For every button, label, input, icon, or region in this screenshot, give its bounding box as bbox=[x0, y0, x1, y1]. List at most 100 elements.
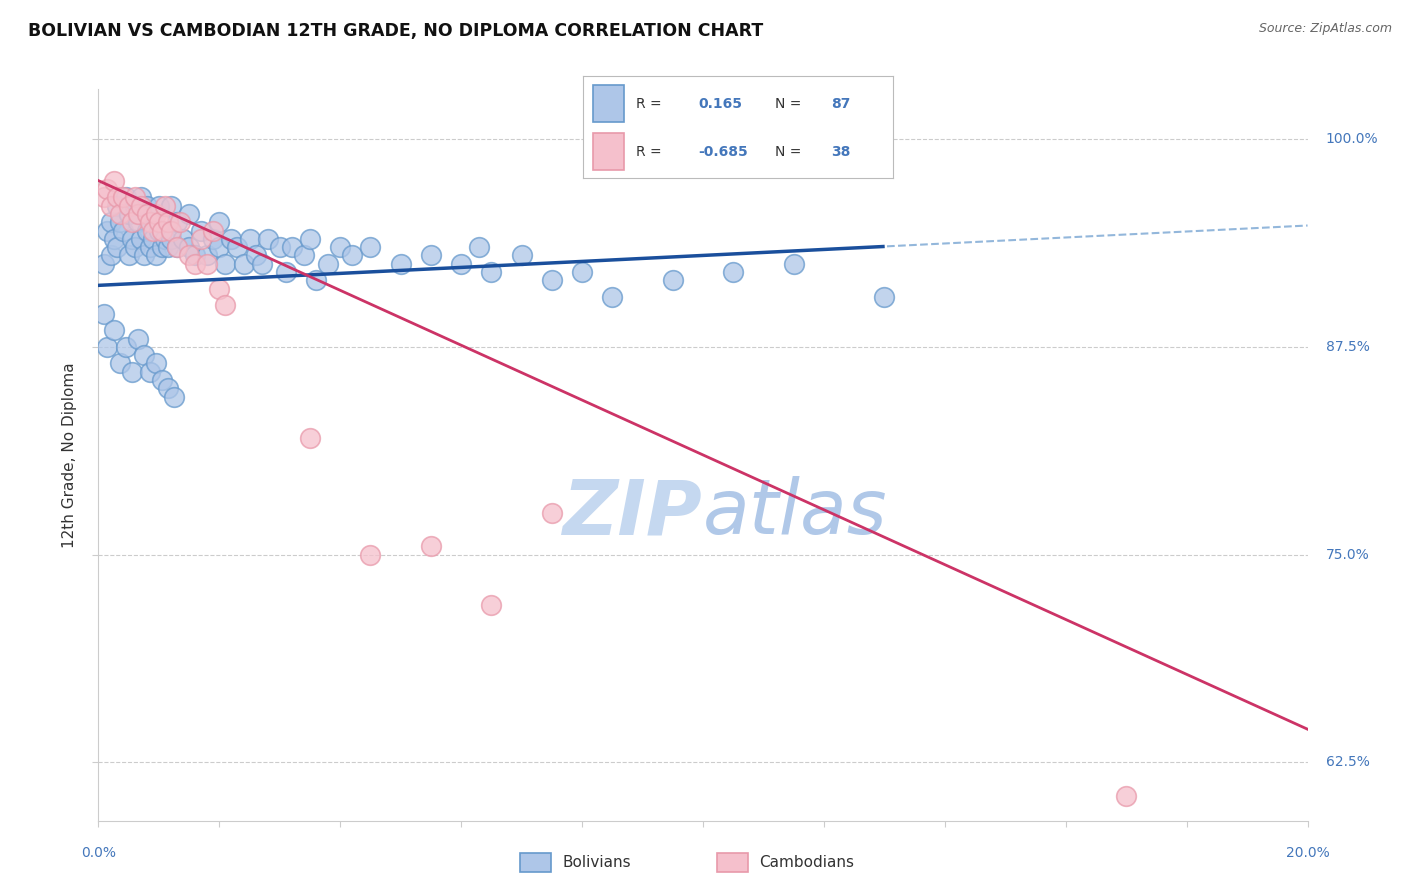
Point bbox=[450, 257, 472, 271]
Point bbox=[420, 540, 443, 554]
Text: 0.0%: 0.0% bbox=[82, 846, 115, 860]
Point bbox=[510, 248, 533, 262]
Point bbox=[202, 223, 225, 237]
Point bbox=[135, 223, 157, 237]
Point bbox=[129, 232, 152, 246]
Point bbox=[873, 290, 896, 304]
Point bbox=[232, 257, 254, 271]
Point bbox=[150, 240, 173, 254]
Point bbox=[124, 198, 146, 212]
Point bbox=[139, 365, 162, 379]
Point bbox=[108, 207, 131, 221]
Point bbox=[145, 357, 167, 371]
Point bbox=[124, 190, 146, 204]
Text: 38: 38 bbox=[831, 145, 851, 159]
Point bbox=[160, 223, 183, 237]
Point bbox=[256, 232, 278, 246]
Point bbox=[602, 290, 624, 304]
Point bbox=[299, 431, 322, 445]
Point bbox=[179, 240, 201, 254]
Point bbox=[150, 373, 173, 387]
Point bbox=[142, 232, 165, 246]
Point bbox=[214, 257, 236, 271]
Point bbox=[208, 282, 231, 296]
Point bbox=[100, 248, 122, 262]
Point bbox=[103, 232, 125, 246]
Bar bbox=[593, 85, 624, 122]
Point bbox=[114, 340, 136, 354]
Point bbox=[145, 248, 167, 262]
Point bbox=[179, 248, 201, 262]
Point bbox=[142, 223, 165, 237]
Text: atlas: atlas bbox=[703, 476, 887, 550]
Point bbox=[156, 381, 179, 395]
Point bbox=[150, 223, 173, 237]
Bar bbox=[593, 133, 624, 170]
Point bbox=[208, 240, 231, 254]
Point bbox=[129, 198, 152, 212]
Text: BOLIVIAN VS CAMBODIAN 12TH GRADE, NO DIPLOMA CORRELATION CHART: BOLIVIAN VS CAMBODIAN 12TH GRADE, NO DIP… bbox=[28, 22, 763, 40]
Point bbox=[190, 223, 212, 237]
Point bbox=[103, 174, 125, 188]
Text: N =: N = bbox=[775, 145, 801, 159]
Point bbox=[111, 223, 134, 237]
Point bbox=[269, 240, 291, 254]
Text: 62.5%: 62.5% bbox=[1326, 756, 1369, 770]
Point bbox=[389, 257, 412, 271]
Text: N =: N = bbox=[775, 96, 801, 111]
Point bbox=[142, 207, 165, 221]
Point bbox=[139, 215, 162, 229]
Point bbox=[571, 265, 593, 279]
Point bbox=[127, 332, 149, 346]
Point bbox=[139, 240, 162, 254]
Point bbox=[96, 182, 118, 196]
Point bbox=[124, 240, 146, 254]
Text: Bolivians: Bolivians bbox=[562, 855, 631, 870]
Point bbox=[420, 248, 443, 262]
Point bbox=[166, 240, 188, 254]
Point bbox=[723, 265, 745, 279]
Point bbox=[195, 248, 218, 262]
Point bbox=[121, 365, 143, 379]
Text: 0.165: 0.165 bbox=[697, 96, 742, 111]
Point bbox=[148, 198, 170, 212]
Point bbox=[127, 207, 149, 221]
Text: 87: 87 bbox=[831, 96, 851, 111]
Point bbox=[540, 506, 562, 520]
Point bbox=[305, 273, 328, 287]
Point bbox=[105, 198, 128, 212]
Point bbox=[292, 248, 315, 262]
Point bbox=[153, 198, 176, 212]
Point bbox=[172, 232, 194, 246]
Point bbox=[239, 232, 262, 246]
Point bbox=[166, 215, 188, 229]
Point bbox=[148, 223, 170, 237]
Text: -0.685: -0.685 bbox=[697, 145, 748, 159]
Point bbox=[103, 323, 125, 337]
Point bbox=[782, 257, 804, 271]
Point bbox=[342, 248, 364, 262]
Point bbox=[108, 215, 131, 229]
Point bbox=[160, 198, 183, 212]
Point bbox=[100, 215, 122, 229]
Point bbox=[184, 257, 207, 271]
Point bbox=[245, 248, 267, 262]
Point bbox=[153, 232, 176, 246]
Point bbox=[156, 215, 179, 229]
Point bbox=[169, 215, 191, 229]
Text: 87.5%: 87.5% bbox=[1326, 340, 1369, 354]
Point bbox=[190, 232, 212, 246]
Point bbox=[135, 207, 157, 221]
Point bbox=[93, 257, 115, 271]
Point bbox=[108, 357, 131, 371]
Point bbox=[160, 232, 183, 246]
Point bbox=[118, 198, 141, 212]
Point bbox=[329, 240, 352, 254]
Point bbox=[360, 240, 382, 254]
Point bbox=[129, 190, 152, 204]
Point bbox=[105, 190, 128, 204]
Y-axis label: 12th Grade, No Diploma: 12th Grade, No Diploma bbox=[62, 362, 77, 548]
Point bbox=[145, 207, 167, 221]
Text: R =: R = bbox=[636, 145, 662, 159]
Point bbox=[202, 232, 225, 246]
